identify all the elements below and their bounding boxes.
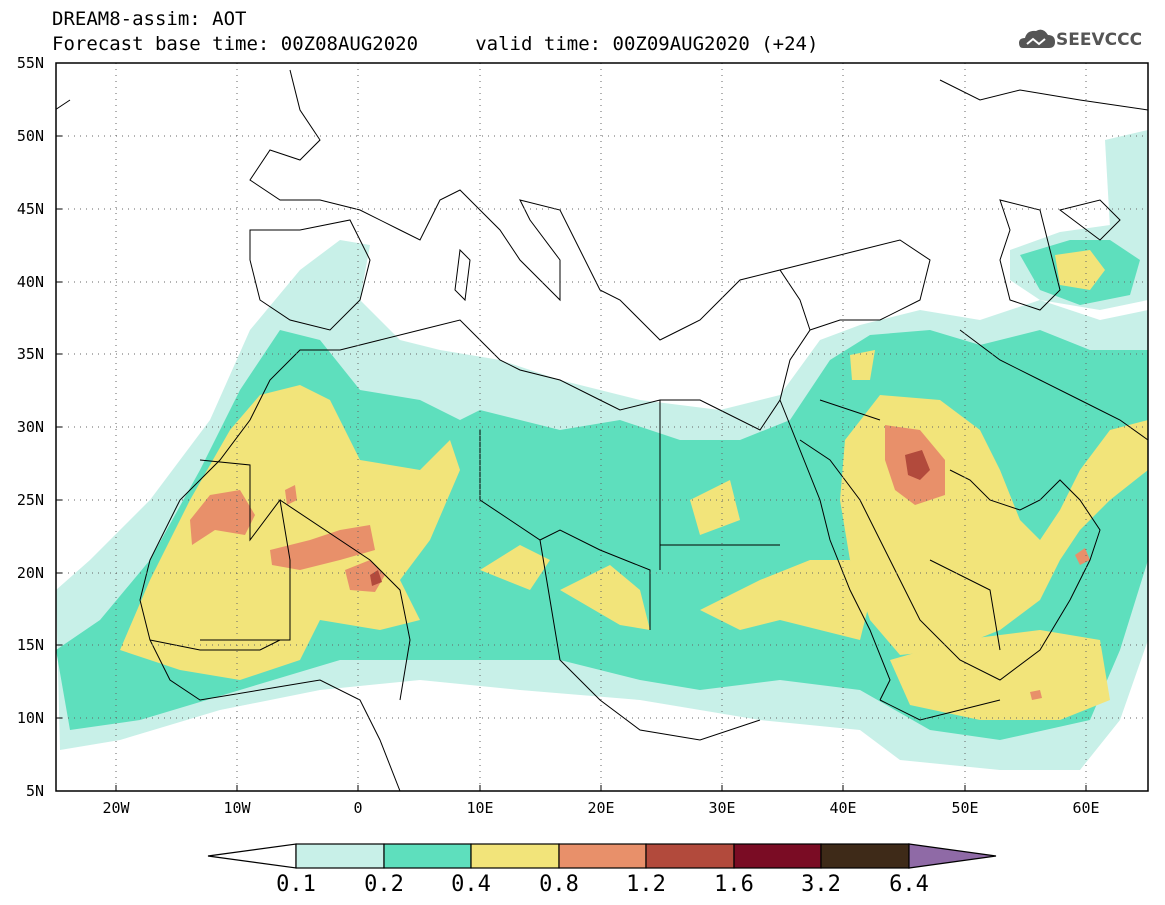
lat-label-35n: 35N xyxy=(16,345,44,363)
lon-label-30e: 30E xyxy=(708,799,736,817)
coastlines xyxy=(56,69,1148,791)
title-line-2: Forecast base time: 00Z08AUG2020 valid t… xyxy=(52,33,819,55)
aot-level-1-2 xyxy=(370,450,930,586)
colorbar-bin-2 xyxy=(383,843,472,869)
colorbar-label-0-2: 0.2 xyxy=(364,872,404,897)
lat-label-20n: 20N xyxy=(16,564,44,582)
lon-label-0: 0 xyxy=(353,799,363,817)
lon-label-50e: 50E xyxy=(951,799,979,817)
colorbar-bin-1 xyxy=(295,843,385,869)
colorbar-label-1-6: 1.6 xyxy=(714,872,754,897)
cloud-logo-icon xyxy=(1019,29,1055,48)
logo-text: SEEVCCC xyxy=(1056,30,1143,50)
title-line-1: DREAM8-assim: AOT xyxy=(52,8,247,30)
lat-label-55n: 55N xyxy=(16,54,44,72)
colorbar-bin-7 xyxy=(820,843,910,869)
lat-label-40n: 40N xyxy=(16,273,44,291)
colorbar-label-0-4: 0.4 xyxy=(451,872,491,897)
colorbar-bin-3 xyxy=(470,843,560,869)
colorbar-label-3-2: 3.2 xyxy=(801,872,841,897)
lat-label-15n: 15N xyxy=(16,636,44,654)
lon-label-20e: 20E xyxy=(587,799,615,817)
tick-marks xyxy=(56,62,1087,791)
lat-label-45n: 45N xyxy=(16,200,44,218)
lon-label-10w: 10W xyxy=(223,799,251,817)
lat-label-10n: 10N xyxy=(16,709,44,727)
lon-label-20w: 20W xyxy=(102,799,130,817)
graticule xyxy=(56,63,1148,791)
colorbar-bin-4 xyxy=(558,843,647,869)
aot-field xyxy=(56,130,1148,770)
colorbar-high-arrow xyxy=(908,843,997,869)
colorbar-low-arrow xyxy=(207,843,297,869)
colorbar-label-0-8: 0.8 xyxy=(539,872,579,897)
colorbar-bin-5 xyxy=(645,843,735,869)
colorbar-bin-6 xyxy=(733,843,822,869)
lon-label-40e: 40E xyxy=(829,799,857,817)
lon-label-60e: 60E xyxy=(1072,799,1100,817)
colorbar-label-6-4: 6.4 xyxy=(889,872,929,897)
lat-label-5n: 5N xyxy=(25,782,44,800)
lat-label-50n: 50N xyxy=(16,127,44,145)
colorbar-label-0-1: 0.1 xyxy=(276,872,316,897)
colorbar-label-1-2: 1.2 xyxy=(626,872,666,897)
lon-label-10e: 10E xyxy=(466,799,494,817)
lat-label-25n: 25N xyxy=(16,491,44,509)
lat-label-30n: 30N xyxy=(16,418,44,436)
